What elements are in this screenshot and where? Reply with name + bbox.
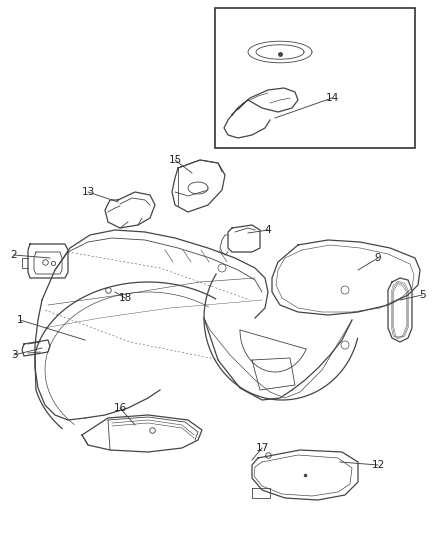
Text: 18: 18 — [118, 293, 132, 303]
Text: 17: 17 — [255, 443, 268, 453]
Text: 12: 12 — [371, 460, 385, 470]
Text: 13: 13 — [81, 187, 95, 197]
Bar — [215, 8, 415, 148]
Text: 5: 5 — [419, 290, 425, 300]
Text: 16: 16 — [113, 403, 127, 413]
Text: 2: 2 — [11, 250, 18, 260]
Text: 15: 15 — [168, 155, 182, 165]
Text: 14: 14 — [325, 93, 339, 103]
Text: 4: 4 — [265, 225, 271, 235]
Text: 3: 3 — [11, 350, 18, 360]
Text: 1: 1 — [17, 315, 23, 325]
Text: 9: 9 — [374, 253, 381, 263]
